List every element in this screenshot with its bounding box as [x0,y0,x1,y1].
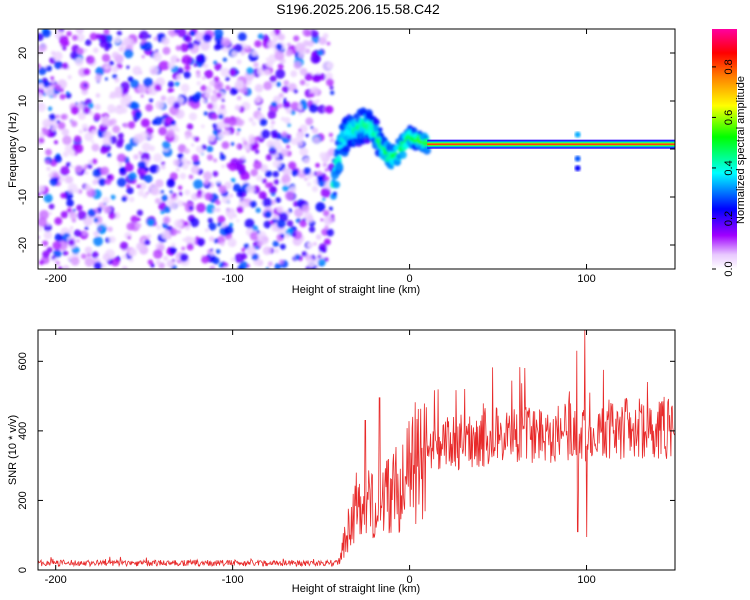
spectrogram-y-tick-label: 20 [17,47,29,59]
snr-y-ticks: 0 200 400 600 [17,352,675,573]
spectrogram-x-axis-label: Height of straight line (km) [292,284,420,296]
snr-y-tick-label: 0 [17,567,29,573]
colorbar-tick-label: 0.0 [723,261,735,276]
snr-panel: -200 -100 0 100 0 200 400 600 Height of straig… [7,329,676,595]
snr-x-axis-label: Height of straight line (km) [292,583,420,595]
spectrogram-x-tick-label: 0 [407,273,413,285]
figure-title: S196.2025.206.15.58.C42 [276,1,440,17]
colorbar-label: Normalized spectral amplitude [735,76,747,224]
colorbar-gradient [712,29,737,269]
snr-y-tick-label: 200 [17,491,29,509]
spectrogram-transition-region [330,107,431,200]
colorbar: 0.0 0.2 0.4 0.6 0.8 Normalized spectral ampl… [712,29,747,277]
snr-x-ticks: -200 -100 0 100 [45,330,596,586]
spectrogram-x-tick-label: 100 [577,273,595,285]
snr-y-tick-label: 400 [17,422,29,440]
snr-x-tick-label: 0 [407,574,413,586]
spectrogram-x-tick-label: -200 [45,273,67,285]
snr-y-axis-label: SNR (10 * v/v) [7,415,19,485]
spectrogram-y-tick-label: 0 [17,146,29,152]
snr-x-tick-label: -200 [45,574,67,586]
spectrogram-x-tick-label: -100 [222,273,244,285]
colorbar-tick-label: 0.6 [723,110,735,125]
spectrogram-y-ticks: 20 10 0 -10 -20 [17,47,675,253]
spectrogram-y-tick-label: 10 [17,95,29,107]
snr-x-tick-label: -100 [222,574,244,586]
spectrogram-image [38,29,675,269]
snr-x-tick-label: 100 [577,574,595,586]
colorbar-tick-label: 0.2 [723,211,735,226]
colorbar-ticks: 0.0 0.2 0.4 0.6 0.8 [712,59,735,277]
spectrogram-y-tick-label: -20 [17,237,29,253]
spectrogram-band-region [427,131,675,172]
snr-series-line [38,330,675,568]
snr-frame [37,329,676,571]
spectrogram-noise-region [38,29,337,269]
spectrogram-y-tick-label: -10 [17,189,29,205]
spectrogram-frame [37,28,676,270]
colorbar-tick-label: 0.8 [723,59,735,74]
colorbar-tick-label: 0.4 [723,160,735,175]
snr-y-tick-label: 600 [17,352,29,370]
spectrogram-x-ticks: -200 -100 0 100 [45,29,596,285]
spectrogram-y-axis-label: Frequency (Hz) [7,112,19,188]
